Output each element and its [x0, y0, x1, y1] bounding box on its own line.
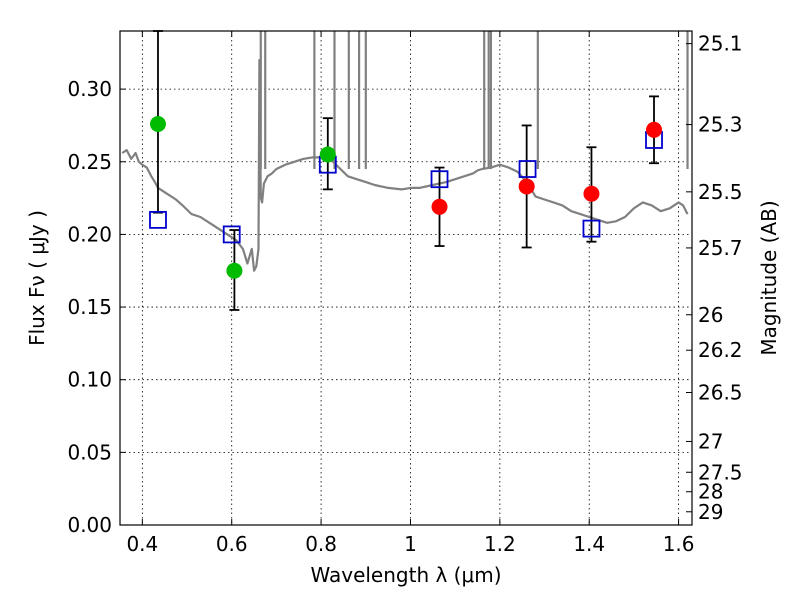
grid-lines [120, 31, 692, 526]
model-photometry-point [222, 225, 241, 244]
magnitude-tick-label: 25.7 [698, 236, 743, 260]
model-photometry-point [430, 170, 449, 189]
observed-point [149, 115, 166, 132]
tick-labels: 0.4 0.6 0.8 1 1.2 1.4 1.6 0.00 0.05 0.10 0.15 0.20 0… [67, 32, 742, 556]
y-tick-label: 0.25 [67, 150, 112, 174]
x-tick-label: 0.4 [126, 532, 158, 556]
y-tick-label: 0.15 [67, 295, 112, 319]
model-spectrum-line [121, 58, 689, 272]
magnitude-tick-label: 25.5 [698, 180, 743, 204]
model-photometry-point [518, 160, 537, 178]
observed-points [149, 115, 663, 279]
magnitude-tick-label: 25.1 [698, 32, 743, 56]
x-tick-label: 0.8 [305, 532, 337, 556]
x-axis-label: Wavelength λ (μm) [310, 563, 501, 587]
y-tick-label: 0.00 [67, 513, 112, 537]
y-tick-label: 0.30 [67, 77, 112, 101]
observed-point [518, 178, 535, 195]
x-tick-label: 0.6 [216, 532, 248, 556]
axis-ticks [120, 31, 692, 526]
plot-frame [119, 30, 693, 526]
magnitude-tick-label: 28 [698, 480, 723, 504]
y-axis-right-label: Magnitude (AB) [757, 200, 781, 355]
x-tick-label: 1.4 [573, 532, 605, 556]
model-photometry-squares [149, 131, 663, 244]
magnitude-tick-label: 26.5 [698, 380, 743, 404]
x-tick-label: 1.2 [484, 532, 516, 556]
observed-point [646, 121, 663, 138]
y-tick-label: 0.10 [67, 368, 112, 392]
magnitude-tick-label: 29 [698, 500, 723, 524]
magnitude-tick-label: 27 [698, 429, 723, 453]
magnitude-tick-label: 25.3 [698, 113, 743, 137]
observed-point [583, 185, 600, 202]
spectrum-layer [121, 31, 689, 272]
observed-point [431, 198, 448, 215]
magnitude-tick-label: 27.5 [698, 460, 743, 484]
magnitude-tick-label: 26 [698, 303, 723, 327]
x-tick-label: 1 [404, 532, 417, 556]
y-axis-label: Flux Fν ( μJy ) [25, 210, 49, 346]
y-tick-label: 0.20 [67, 222, 112, 246]
observed-point [319, 146, 336, 163]
model-photometry-point [149, 210, 167, 229]
x-tick-label: 1.6 [663, 532, 695, 556]
observed-point [226, 262, 243, 279]
y-tick-label: 0.05 [67, 440, 112, 464]
model-photometry-point [582, 219, 601, 238]
magnitude-tick-label: 26.2 [698, 338, 743, 362]
